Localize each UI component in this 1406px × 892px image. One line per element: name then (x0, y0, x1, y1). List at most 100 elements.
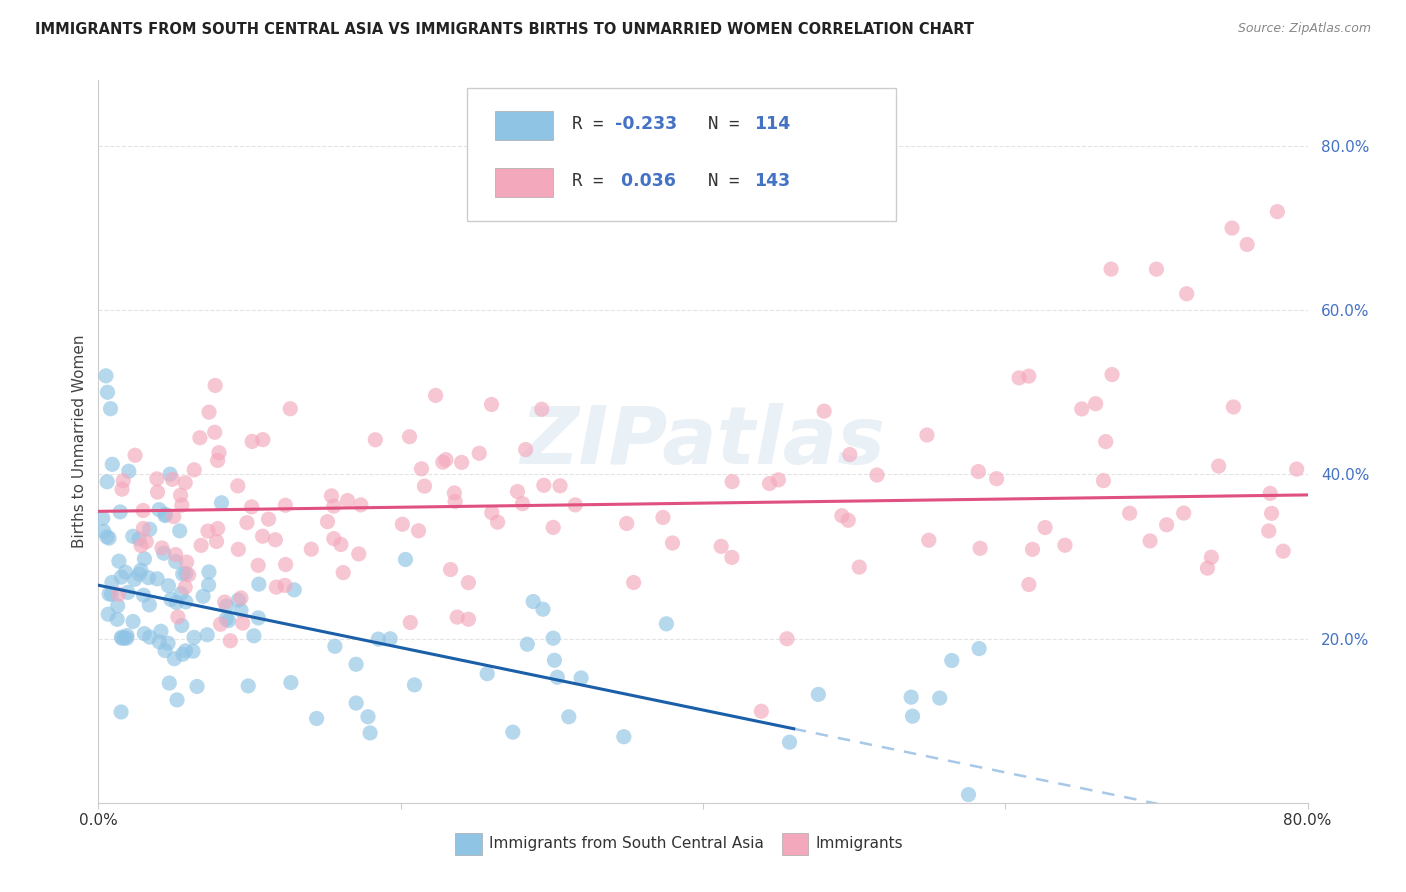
Point (432, 455, 454, 469)
Point (915, 428, 938, 442)
Point (247, 611, 270, 625)
Text: Immigrants: Immigrants (815, 837, 903, 852)
Point (226, 479, 249, 493)
Text: -0.233: -0.233 (614, 115, 676, 133)
Point (408, 524, 430, 538)
Point (613, 730, 636, 744)
Point (211, 496, 233, 510)
Point (129, 563, 152, 577)
Point (1070, 401, 1092, 416)
Point (710, 540, 733, 554)
Point (274, 498, 297, 512)
Point (174, 580, 197, 594)
Point (121, 529, 143, 543)
Point (134, 626, 156, 640)
Point (205, 534, 228, 549)
Point (174, 475, 197, 490)
Point (391, 517, 413, 532)
Point (443, 486, 465, 500)
Point (866, 468, 889, 483)
Point (110, 570, 132, 584)
Point (197, 524, 219, 538)
Point (118, 464, 141, 478)
Point (93, 524, 115, 538)
Point (1236, 237, 1258, 252)
Point (96, 530, 118, 544)
Point (1092, 474, 1115, 488)
Point (174, 595, 197, 609)
Point (367, 632, 389, 647)
Point (512, 497, 534, 511)
Point (132, 588, 155, 602)
Point (411, 462, 433, 476)
Point (148, 502, 170, 516)
Point (108, 554, 131, 568)
Point (322, 532, 344, 546)
Point (486, 515, 509, 529)
Point (1272, 544, 1295, 558)
Point (170, 618, 193, 632)
Point (1197, 561, 1219, 575)
Point (1258, 486, 1281, 500)
Point (957, 788, 980, 802)
Point (274, 578, 297, 592)
Point (1267, 204, 1289, 219)
Text: R =: R = (572, 172, 614, 190)
Point (174, 566, 197, 581)
Point (172, 566, 194, 581)
Point (98, 531, 121, 545)
Point (837, 513, 859, 527)
Point (174, 644, 197, 658)
Point (1018, 577, 1040, 591)
Point (838, 448, 860, 462)
Point (134, 552, 156, 566)
Point (208, 445, 231, 459)
Point (209, 617, 232, 632)
Point (96, 475, 118, 489)
Point (394, 552, 416, 566)
Point (165, 555, 187, 569)
Point (170, 498, 193, 512)
Point (344, 657, 367, 672)
Point (768, 473, 790, 487)
Point (477, 666, 499, 681)
Point (546, 670, 568, 684)
Point (183, 463, 205, 477)
Point (1053, 538, 1076, 552)
Point (101, 575, 124, 590)
Point (146, 485, 169, 500)
Point (413, 479, 436, 493)
Point (336, 493, 359, 508)
Point (378, 632, 401, 646)
Point (779, 735, 801, 749)
Point (450, 455, 472, 469)
Point (138, 598, 160, 612)
Point (329, 537, 352, 551)
Point (146, 472, 169, 486)
Point (661, 536, 683, 550)
Point (347, 547, 370, 561)
Point (1139, 533, 1161, 548)
Point (257, 512, 280, 526)
Point (350, 498, 373, 512)
Point (776, 632, 799, 646)
Point (169, 488, 191, 502)
Point (236, 516, 259, 530)
Point (758, 476, 780, 491)
Point (481, 397, 503, 411)
Point (100, 401, 122, 416)
Point (1144, 262, 1167, 277)
FancyBboxPatch shape (467, 87, 897, 221)
Point (1260, 506, 1282, 520)
Point (115, 628, 138, 642)
Point (181, 644, 204, 658)
Point (132, 503, 155, 517)
Point (124, 573, 146, 587)
Point (111, 482, 134, 496)
Point (107, 599, 129, 613)
Point (153, 508, 176, 523)
Point (138, 522, 160, 536)
Point (1222, 400, 1244, 414)
Point (1094, 434, 1116, 449)
Point (1008, 371, 1031, 385)
